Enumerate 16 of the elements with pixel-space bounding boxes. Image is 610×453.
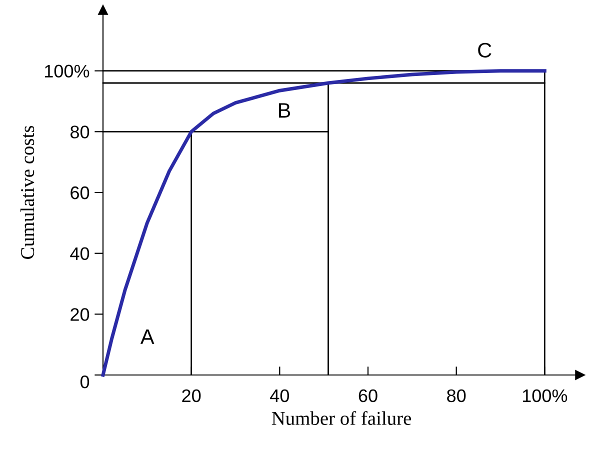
x-tick-label: 60 — [358, 389, 378, 402]
y-tick-label: 0 — [80, 375, 90, 388]
x-tick-label: 40 — [270, 389, 290, 402]
annotation: B — [279, 103, 290, 118]
y-tick-label: 60 — [70, 186, 90, 200]
x-axis-title: Number of failure — [272, 411, 412, 425]
y-tick-label: 20 — [70, 308, 90, 321]
annotation: C — [478, 42, 492, 58]
y-tick-label: 80 — [70, 126, 90, 138]
x-tick-label: 100% — [522, 389, 568, 402]
annotation: A — [140, 330, 154, 344]
x-tick-label: 80 — [447, 389, 466, 402]
y-tick-label: 100% — [45, 64, 90, 78]
y-tick-label: 40 — [70, 247, 90, 260]
x-tick-label: 20 — [182, 389, 201, 402]
y-axis-title: Cumulative costs — [20, 126, 34, 259]
